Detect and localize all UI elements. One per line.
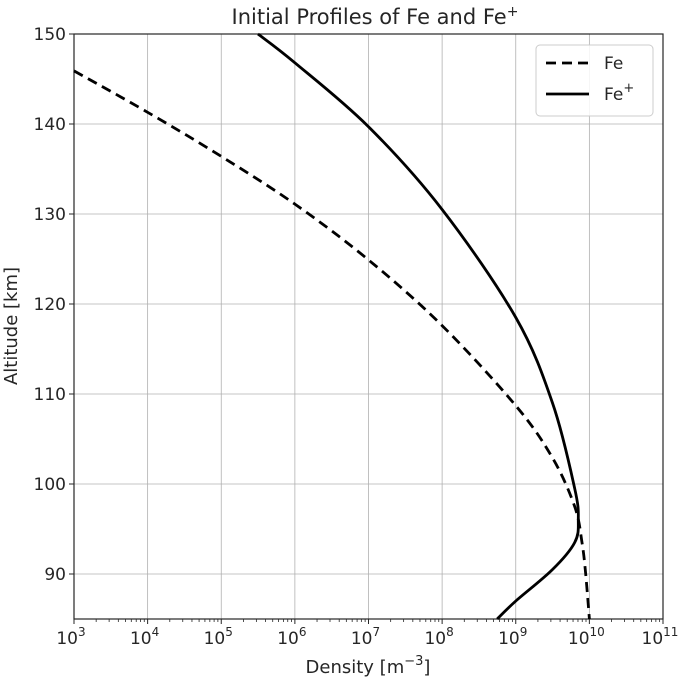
series-layer [73,32,591,621]
x-tick-label: 1010 [568,625,605,649]
legend-label-0: Fe [604,54,623,74]
y-tick-label: 150 [34,25,66,45]
x-tick-label: 107 [351,625,380,649]
chart-title: Initial Profiles of Fe and Fe+ [232,4,519,29]
legend-label-1: Fe+ [604,81,634,105]
y-tick-label: 110 [34,385,66,405]
y-tick-label: 120 [34,295,66,315]
legend: Fe Fe+ [535,44,654,117]
y-tick-label: 140 [34,115,66,135]
x-tick-label: 1011 [642,625,679,649]
legend-box [535,44,654,117]
y-axis-ticks: 90 100 110 120 130 140 150 [34,25,74,585]
x-tick-label: 105 [204,625,233,649]
y-axis-title: Altitude [km] [1,267,22,385]
x-tick-label: 108 [424,625,453,649]
x-tick-label: 106 [277,625,306,649]
series-line-1 [257,32,580,621]
y-tick-label: 130 [34,205,66,225]
x-axis-ticks: 103 104 105 106 107 108 109 1010 1011 [56,619,678,649]
x-axis-title: Density [m−3] [306,654,431,678]
x-tick-label: 109 [498,625,527,649]
x-tick-label: 104 [130,625,159,649]
y-tick-label: 100 [34,475,66,495]
x-tick-label: 103 [56,625,85,649]
y-tick-label: 90 [44,565,66,585]
series-line-0 [73,69,591,620]
